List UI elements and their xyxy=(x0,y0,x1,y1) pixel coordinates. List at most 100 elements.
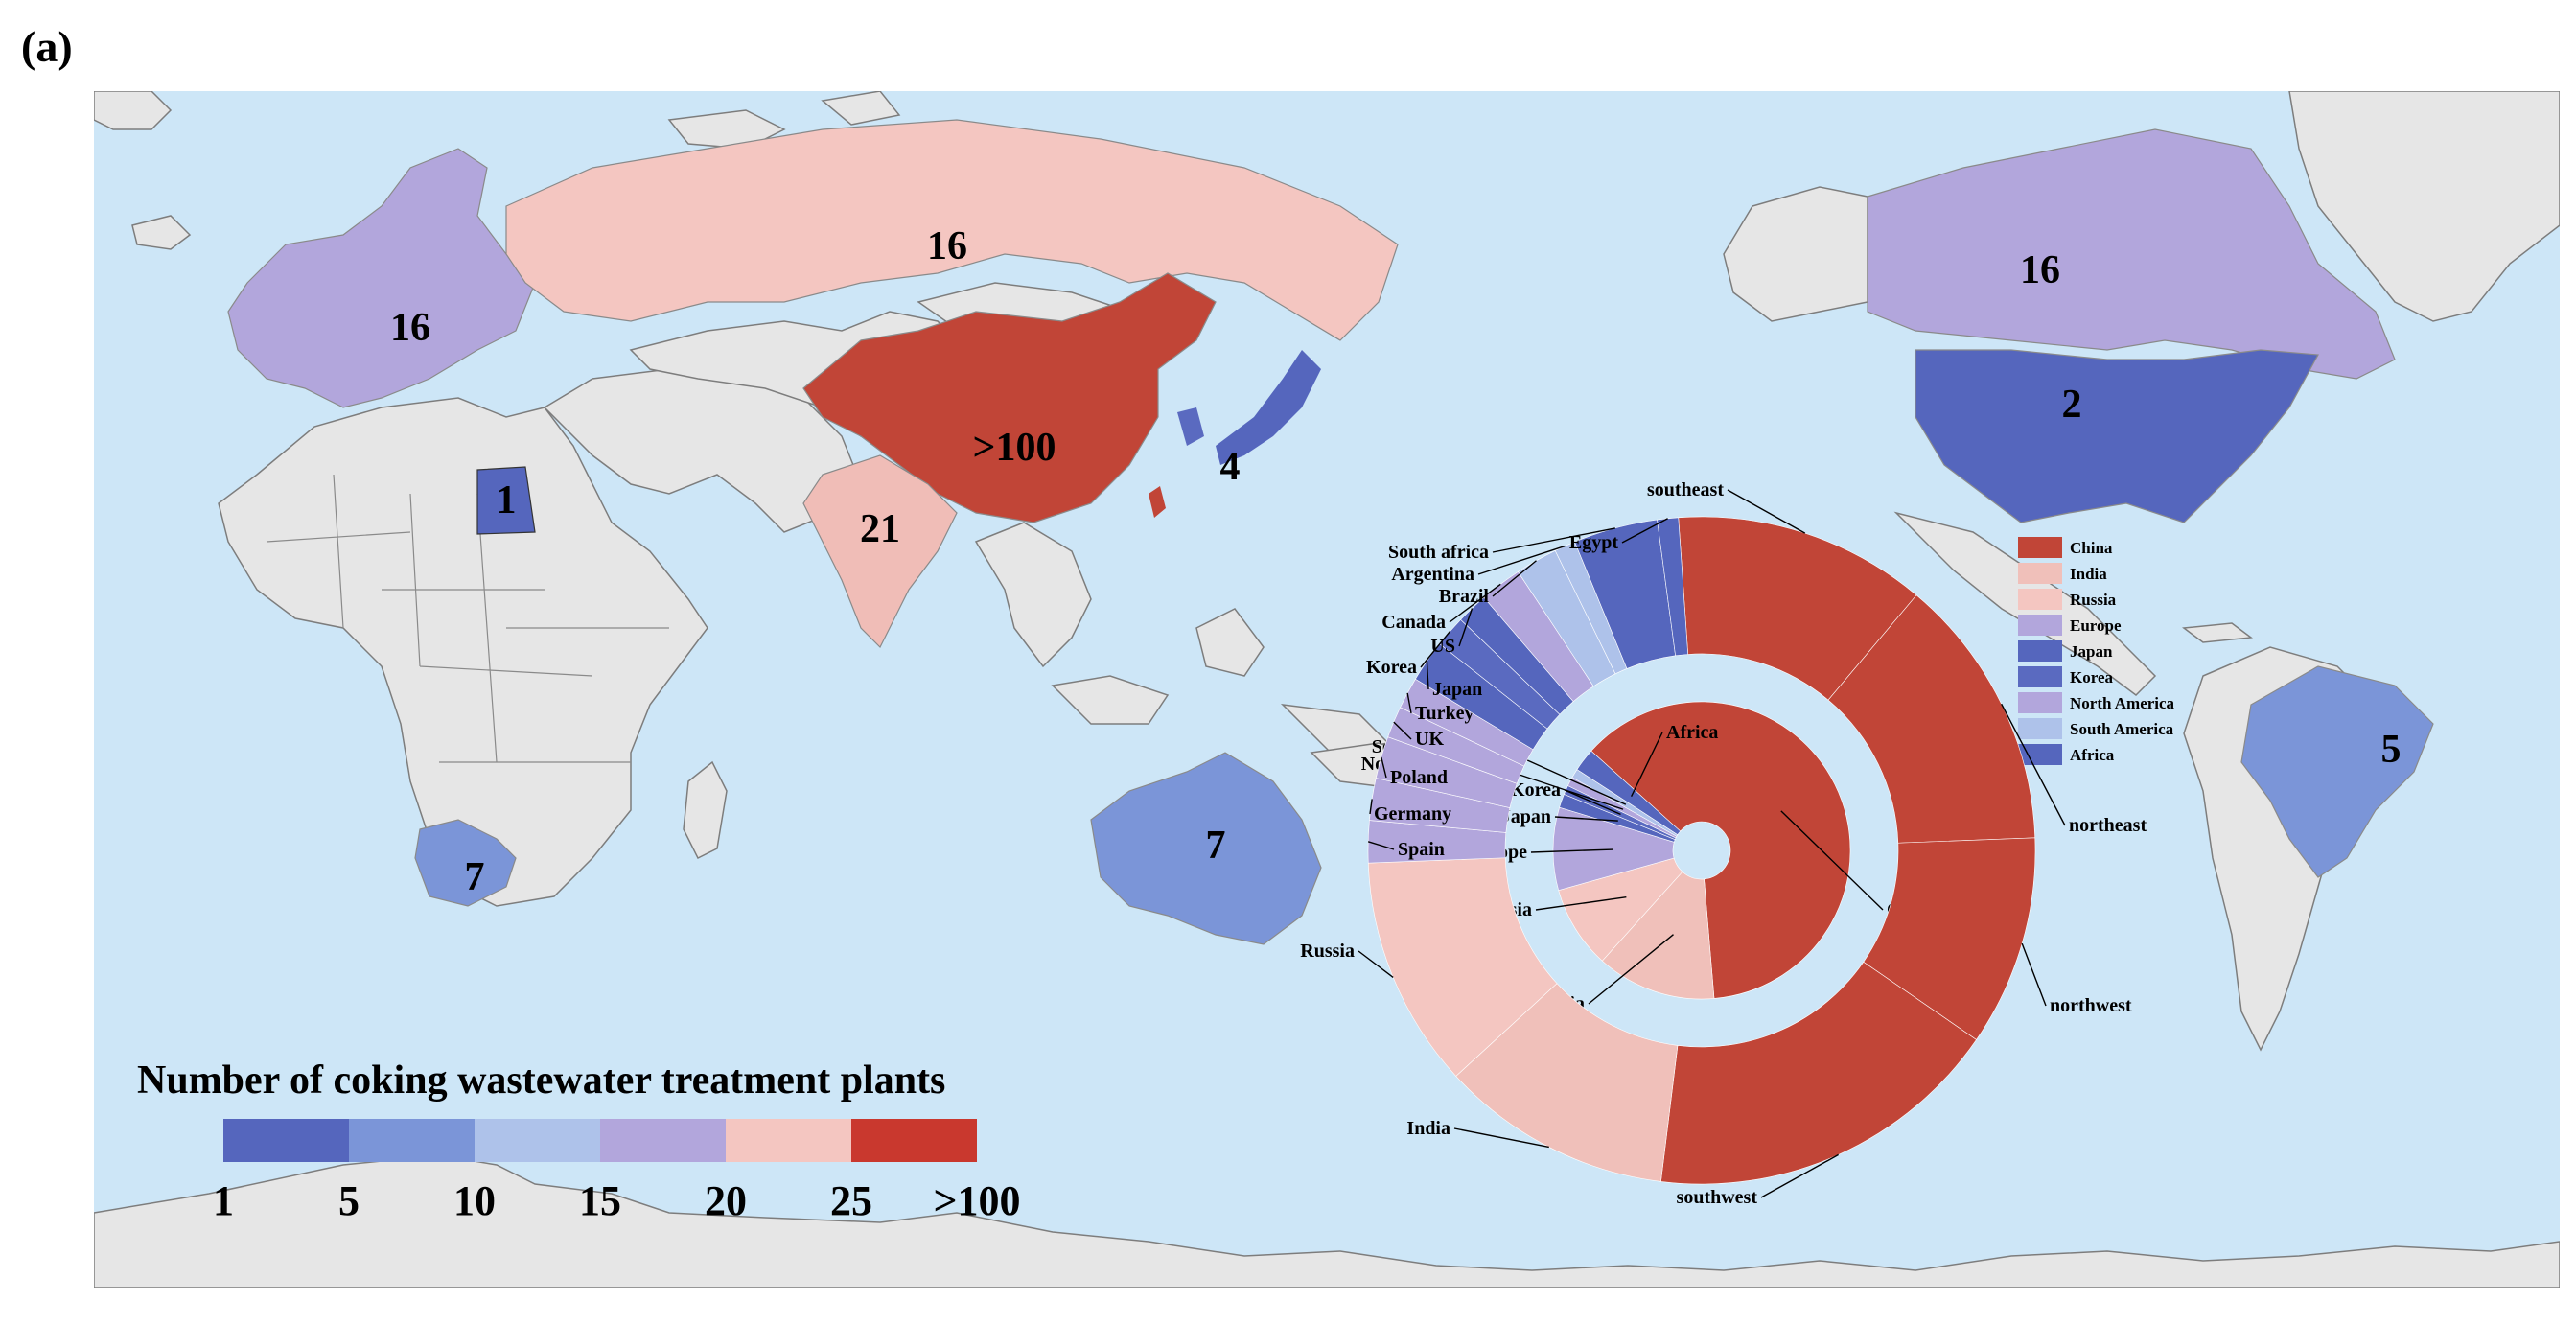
legend-swatch-china xyxy=(2018,537,2062,558)
donut-outer-slice-southwest xyxy=(1660,961,1977,1185)
colorbar-segment-4 xyxy=(726,1119,851,1162)
colorbar-tick-1: 5 xyxy=(338,1177,360,1224)
donut-inner-slice-russia xyxy=(1558,857,1683,962)
leader-outer-south-africa xyxy=(1492,527,1615,553)
legend-label-russia: Russia xyxy=(2070,591,2117,609)
colorbar-segment-3 xyxy=(600,1119,726,1162)
country-korea xyxy=(1177,407,1204,446)
country-taiwan xyxy=(1149,486,1166,518)
donut-outer-label-turkey: Turkey xyxy=(1415,703,1474,724)
legend-swatch-india xyxy=(2018,563,2062,584)
colorbar-segment-5 xyxy=(851,1119,977,1162)
world-map: 16 16 16 >100 21 1 4 2 7 7 5 China India R… xyxy=(94,91,2560,1288)
africa-borders xyxy=(266,474,669,763)
donut-outer-label-northeast: northeast xyxy=(2069,815,2147,836)
colorbar-tick-3: 15 xyxy=(579,1177,621,1224)
donut-outer-label-poland: Poland xyxy=(1390,767,1448,788)
donut-outer-label-southwest: southwest xyxy=(1677,1187,1758,1208)
leader-outer-poland xyxy=(1381,756,1387,779)
donut-inner-label-africa: Africa xyxy=(1666,722,1718,743)
antarctica-left xyxy=(94,1154,2560,1288)
country-egypt xyxy=(476,466,536,535)
colorbar: 1 5 10 15 20 25 >100 xyxy=(213,1119,1021,1224)
colorbar-tick-5: 25 xyxy=(830,1177,872,1224)
caribbean xyxy=(2182,622,2253,643)
legend-label-china: China xyxy=(2070,539,2113,557)
legend-swatch-korea xyxy=(2018,666,2062,687)
donut-outer-label-northwest: northwest xyxy=(2050,995,2132,1016)
leader-inner-europe xyxy=(1530,848,1613,853)
donut-outer-label-japan: Japan xyxy=(1432,679,1482,700)
legend-swatch-north-america xyxy=(2018,692,2062,713)
legend-swatch-russia xyxy=(2018,589,2062,610)
legend-label-europe: Europe xyxy=(2070,616,2122,635)
leader-inner-russia xyxy=(1535,896,1627,911)
leader-inner-india xyxy=(1588,934,1674,1005)
donut-outer-label-southeast: southeast xyxy=(1647,479,1724,500)
label-south-africa: 7 xyxy=(465,855,485,899)
map-svg: 16 16 16 >100 21 1 4 2 7 7 5 China India R… xyxy=(94,91,2560,1288)
donut-outer-label-argentina: Argentina xyxy=(1391,564,1474,585)
legend-label-india: India xyxy=(2070,565,2107,583)
legend-label-south-america: South America xyxy=(2070,720,2174,738)
legend-label-north-america: North America xyxy=(2070,694,2175,712)
legend-label-africa: Africa xyxy=(2070,746,2115,764)
country-australia xyxy=(1090,752,1322,945)
donut-inner-label-japan: Japan xyxy=(1501,806,1551,827)
colorbar-tick-6: >100 xyxy=(933,1177,1020,1224)
colorbar-tick-0: 1 xyxy=(213,1177,234,1224)
legend-swatch-japan xyxy=(2018,640,2062,662)
label-japan: 4 xyxy=(1220,445,1241,489)
legend-swatch-europe xyxy=(2018,615,2062,636)
country-japan xyxy=(1216,350,1321,465)
donut-inner-slice-europe xyxy=(1552,806,1675,892)
donut-outer-label-egypt: Egypt xyxy=(1569,532,1618,553)
donut-outer-label-uk: UK xyxy=(1415,729,1444,750)
southeast-asia xyxy=(974,522,1390,754)
label-russia: 16 xyxy=(927,224,967,268)
leader-outer-canada xyxy=(1449,583,1501,623)
colorbar-tick-2: 10 xyxy=(453,1177,496,1224)
leader-outer-korea xyxy=(1420,631,1450,668)
colorbar-tick-4: 20 xyxy=(705,1177,747,1224)
legend-label-korea: Korea xyxy=(2070,668,2114,686)
madagascar xyxy=(683,760,728,860)
donut-inner-slice-africa xyxy=(1576,750,1682,836)
legend-label-japan: Japan xyxy=(2070,642,2113,661)
country-brazil xyxy=(2240,665,2434,878)
donut-outer-label-germany: Germany xyxy=(1374,803,1451,825)
country-south-africa xyxy=(414,819,517,907)
country-us xyxy=(1915,349,2319,523)
label-india: 21 xyxy=(860,507,900,551)
donut-outer-label-spain: Spain xyxy=(1398,839,1445,860)
donut-inner-label-korea: Korea xyxy=(1510,779,1561,801)
leader-outer-brazil xyxy=(1492,560,1537,597)
leader-outer-northwest xyxy=(2021,942,2047,1007)
legend-swatch-south-america xyxy=(2018,718,2062,739)
donut-outer-slice-egypt xyxy=(1657,517,1689,657)
leader-outer-india xyxy=(1453,1127,1549,1149)
label-brazil: 5 xyxy=(2381,728,2402,772)
label-egypt: 1 xyxy=(497,478,517,523)
africa xyxy=(218,397,708,907)
donut-outer-label-canada: Canada xyxy=(1381,612,1446,633)
leader-inner-africa xyxy=(1630,732,1663,797)
legend-swatch-africa xyxy=(2018,744,2062,765)
alaska xyxy=(1723,186,1868,322)
leader-outer-turkey xyxy=(1406,692,1412,714)
label-us: 2 xyxy=(2062,383,2082,427)
leader-outer-spain xyxy=(1367,841,1395,850)
leader-inner-korea xyxy=(1564,789,1621,816)
greenland xyxy=(2288,91,2560,322)
donut-outer-label-brazil: Brazil xyxy=(1439,586,1490,607)
country-russia xyxy=(505,119,1399,341)
colorbar-title: Number of coking wastewater treatment pl… xyxy=(137,1058,945,1103)
leader-outer-russia xyxy=(1358,950,1394,978)
country-canada xyxy=(1867,128,2396,380)
leader-inner-china xyxy=(1780,810,1884,911)
leader-outer-us xyxy=(1458,608,1474,647)
leader-outer-argentina xyxy=(1477,545,1566,575)
leader-outer-northeast xyxy=(2001,703,2066,826)
leader-inner-japan xyxy=(1554,816,1618,822)
donut-outer-label-korea: Korea xyxy=(1366,657,1417,678)
